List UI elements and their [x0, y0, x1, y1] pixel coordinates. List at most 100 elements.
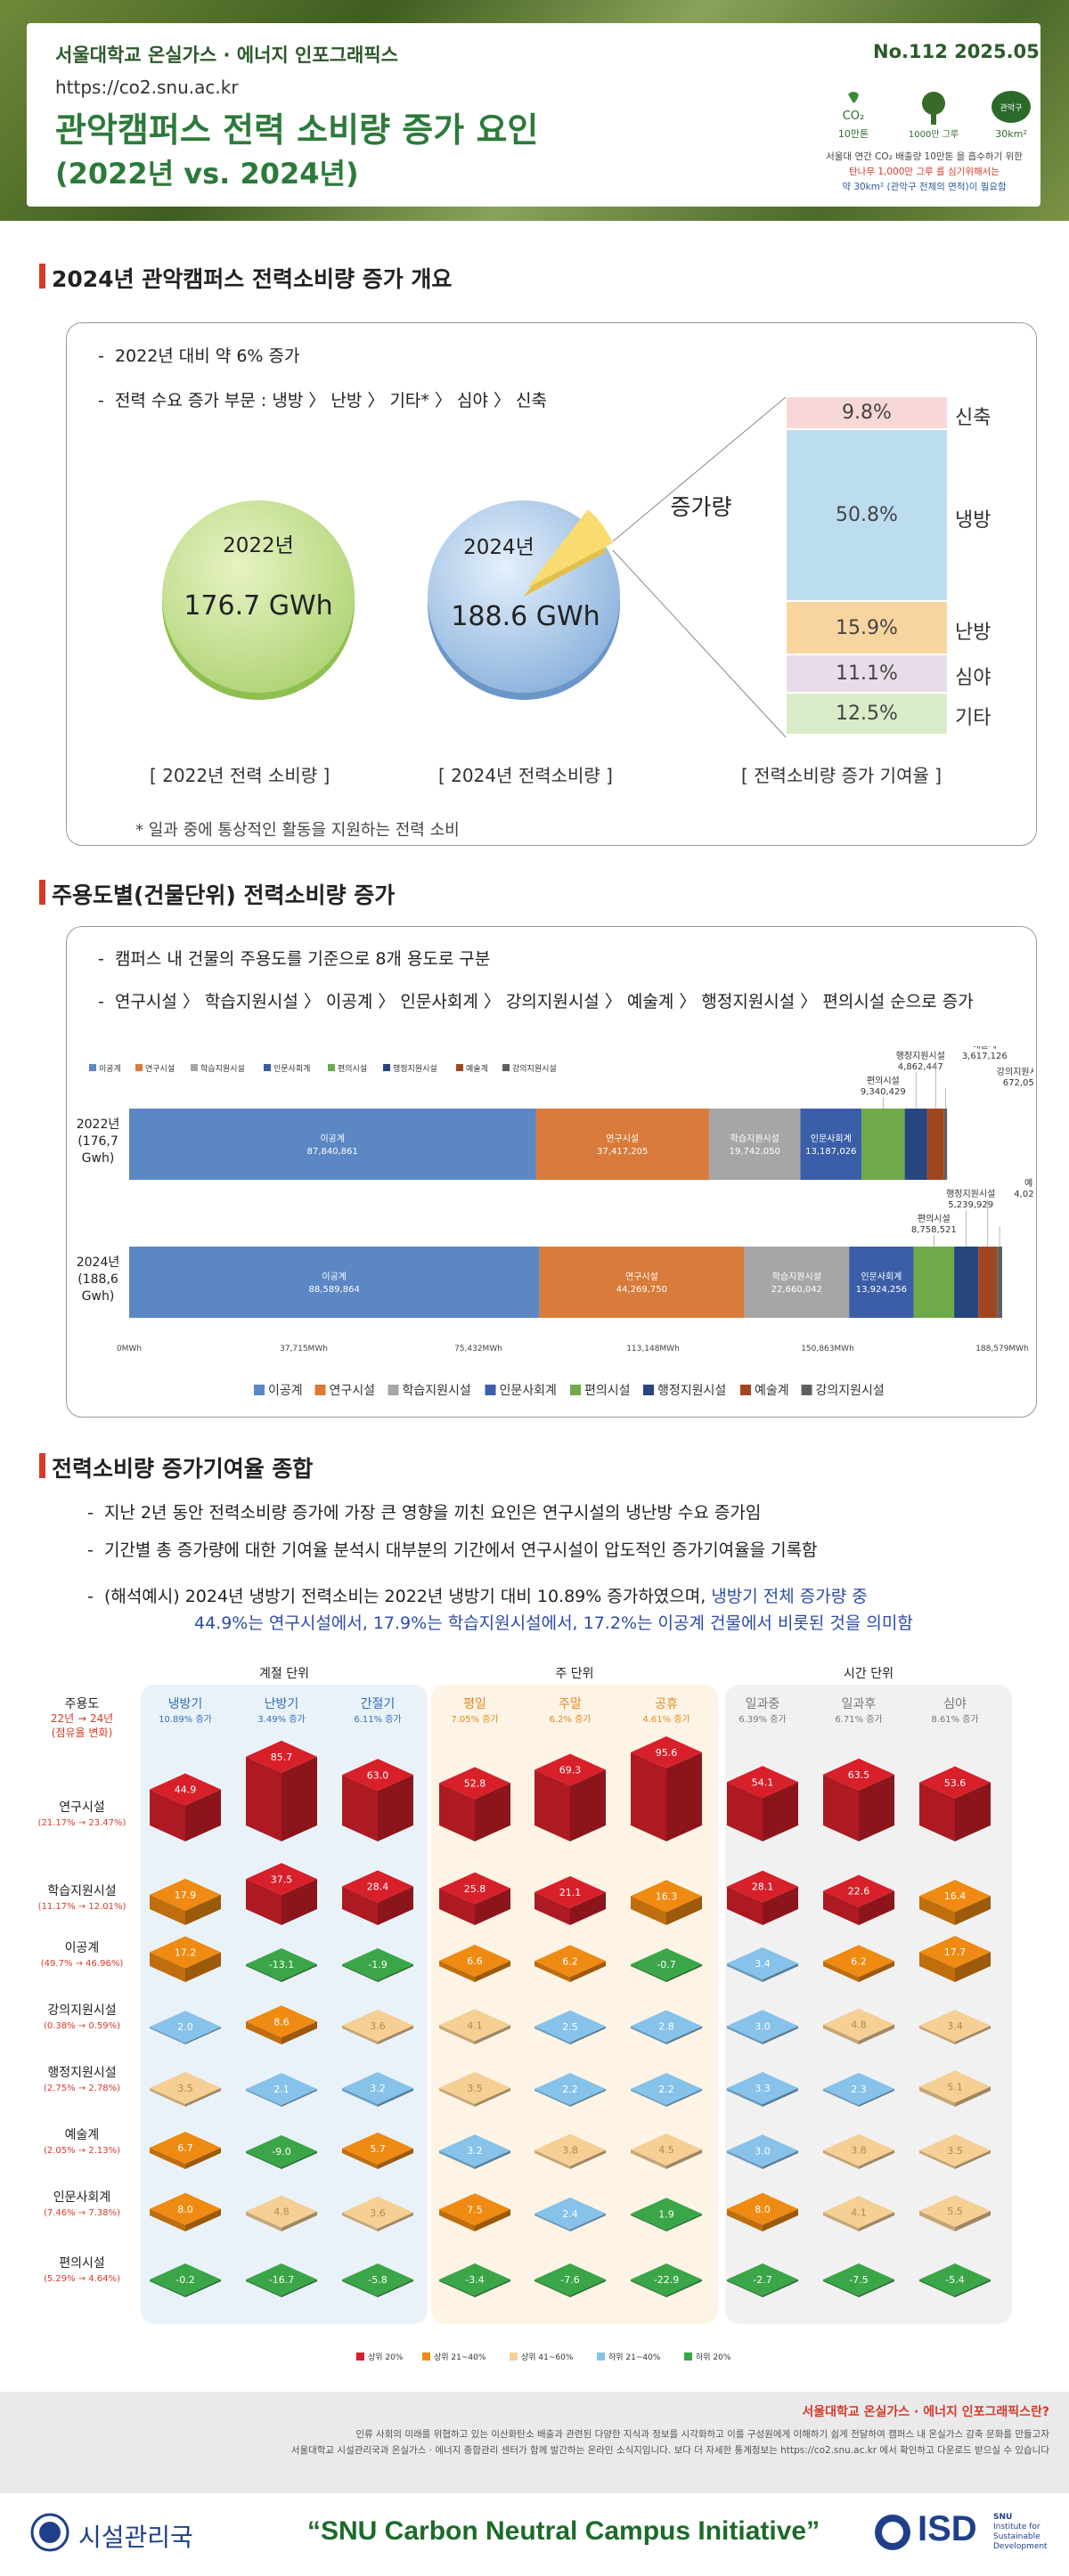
- contribution-label-2: 난방: [955, 622, 991, 645]
- bar-segment-인문사회계: [849, 1247, 914, 1318]
- bar-segment-이공계: [129, 1247, 540, 1318]
- callout-series-label: 예술계: [972, 1046, 997, 1051]
- block-value: 44.9: [175, 1784, 197, 1796]
- row-sub: (2.05% → 2.13%): [44, 2146, 120, 2156]
- block-value: 8.0: [755, 2204, 771, 2215]
- increase-contribution-bar: 9.8% 50.8% 15.9% 11.1% 12.5%: [787, 397, 947, 735]
- bar-series-label: 이공계: [320, 1134, 345, 1144]
- caption-2022: [ 2022년 전력 소비량 ]: [150, 765, 330, 786]
- row-name: 예술계: [65, 2128, 100, 2142]
- pie-2024-value: 188.6 GWh: [451, 601, 600, 632]
- block-value: 37.5: [271, 1873, 293, 1885]
- column-header: 심야: [943, 1697, 967, 1711]
- section1-heading: 2024년 관악캠퍼스 전력소비량 증가 개요: [38, 262, 452, 294]
- block-value: 2.5: [562, 2021, 578, 2033]
- contribution-block: 7.5: [439, 2193, 510, 2231]
- tier-swatch-0: [356, 2353, 364, 2361]
- column-sub: 10.89% 증가: [159, 1714, 212, 1725]
- block-value: 3.5: [467, 2083, 483, 2094]
- block-value: 54.1: [752, 1776, 774, 1788]
- contribution-block: 4.1: [823, 2196, 894, 2231]
- row-name: 편의시설: [59, 2256, 105, 2271]
- legend-swatch-2: [388, 1385, 399, 1395]
- callout-value-label: 4,022,006: [1014, 1190, 1033, 1199]
- tier-label-0: 상위 20%: [368, 2353, 404, 2362]
- bar-series-label: 학습지원시설: [772, 1272, 821, 1282]
- site-url[interactable]: https://co2.snu.ac.kr: [55, 77, 239, 98]
- connector-top: [612, 396, 787, 542]
- contribution-block: 28.4: [342, 1870, 413, 1925]
- contribution-block: 6.7: [150, 2131, 221, 2169]
- bullet: - 연구시설 〉 학습지원시설 〉 이공계 〉 인문사회계 〉 강의지원시설 〉…: [98, 992, 974, 1012]
- contribution-block: -7.5: [823, 2263, 894, 2297]
- contribution-label-3: 심야: [955, 667, 991, 690]
- block-value: 28.4: [367, 1881, 389, 1892]
- tree-icon: 1000만 그루: [909, 92, 959, 140]
- bullet: - 지난 2년 동안 전력소비량 증가에 가장 큰 영향을 끼친 요인은 연구시…: [87, 1503, 762, 1523]
- row-name: 이공계: [65, 1941, 100, 1955]
- block-value: 25.8: [464, 1883, 486, 1895]
- legend-label-0: 이공계: [99, 1063, 121, 1074]
- tier-swatch-4: [684, 2353, 692, 2361]
- block-value: 4.5: [658, 2144, 674, 2156]
- block-value: 8.6: [273, 2016, 290, 2027]
- block-value: 4.1: [467, 2019, 483, 2031]
- contribution-block: 3.8: [534, 2133, 606, 2169]
- contribution-block: 5.1: [919, 2070, 991, 2107]
- contribution-block: 3.5: [150, 2071, 221, 2107]
- bar-value-label: 37,417,205: [597, 1147, 648, 1157]
- bar-segment-이공계: [129, 1109, 536, 1180]
- svg-text:10만톤: 10만톤: [838, 128, 869, 140]
- block-value: 2.8: [658, 2020, 674, 2032]
- row-header-sub: 22년 → 24년: [51, 1712, 113, 1725]
- column-sub: 3.49% 증가: [257, 1714, 305, 1725]
- row-sub: (11.17% → 12.01%): [38, 1902, 126, 1912]
- block-value: 6.2: [562, 1955, 578, 1967]
- legend-swatch-7: [502, 1064, 510, 1071]
- contribution-block: 44.9: [150, 1773, 221, 1841]
- area-icon: 관악구 30km²: [991, 91, 1031, 140]
- legend-label-2: 학습지원시설: [403, 1384, 471, 1398]
- row-sub: (5.29% → 4.64%): [44, 2274, 120, 2284]
- contribution-block: 25.8: [439, 1872, 510, 1925]
- column-header: 일과중: [746, 1697, 780, 1711]
- block-value: 3.8: [562, 2145, 578, 2157]
- row-sub: (0.38% → 0.59%): [44, 2021, 120, 2031]
- contribution-segment-0: 9.8%: [787, 397, 947, 429]
- contribution-block: -9.0: [246, 2135, 317, 2169]
- bar-series-label: 연구시설: [625, 1272, 658, 1282]
- contribution-block: 8.0: [727, 2192, 798, 2231]
- contribution-segment-3: 11.1%: [787, 655, 947, 692]
- block-value: 2.4: [562, 2208, 578, 2220]
- category-label: 2022년: [77, 1117, 120, 1132]
- contribution-block: -7.6: [534, 2263, 606, 2297]
- column-sub: 8.61% 증가: [931, 1714, 978, 1725]
- legend-label-3: 인문사회계: [273, 1063, 310, 1074]
- bullet: - 2022년 대비 약 6% 증가: [98, 346, 300, 366]
- header-card: 서울대학교 온실가스 · 에너지 인포그래픽스 https://co2.snu.…: [27, 23, 1040, 207]
- contribution-block: 2.5: [534, 2010, 606, 2044]
- section1-box: [66, 322, 1037, 846]
- contribution-block: 17.7: [919, 1936, 991, 1982]
- contribution-block: 2.1: [246, 2073, 317, 2107]
- legend-swatch-5: [643, 1385, 654, 1395]
- isd-logo: ISD: [918, 2509, 977, 2548]
- tier-swatch-3: [597, 2353, 605, 2361]
- block-value: 6.2: [851, 1955, 867, 1967]
- block-value: -5.4: [945, 2274, 964, 2286]
- legend-swatch-1: [314, 1385, 326, 1395]
- contribution-block: 3.6: [342, 2196, 413, 2231]
- bar-series-label: 연구시설: [606, 1134, 639, 1144]
- block-value: 3.5: [177, 2083, 193, 2094]
- contribution-block: 17.9: [150, 1878, 221, 1925]
- bar-segment-학습지원시설: [708, 1109, 801, 1180]
- block-value: 21.1: [559, 1887, 582, 1898]
- contribution-block: 2.2: [631, 2073, 702, 2107]
- x-tick-label: 150,863MWh: [801, 1345, 854, 1353]
- tier-label-1: 상위 21~40%: [434, 2353, 486, 2362]
- footnote: * 일과 중에 통상적인 활동을 지원하는 전력 소비: [135, 821, 460, 840]
- contribution-block: 3.5: [439, 2071, 510, 2107]
- contribution-block: 3.0: [727, 2134, 798, 2169]
- legend-swatch-6: [456, 1064, 463, 1071]
- column-sub: 6.2% 증가: [550, 1714, 592, 1725]
